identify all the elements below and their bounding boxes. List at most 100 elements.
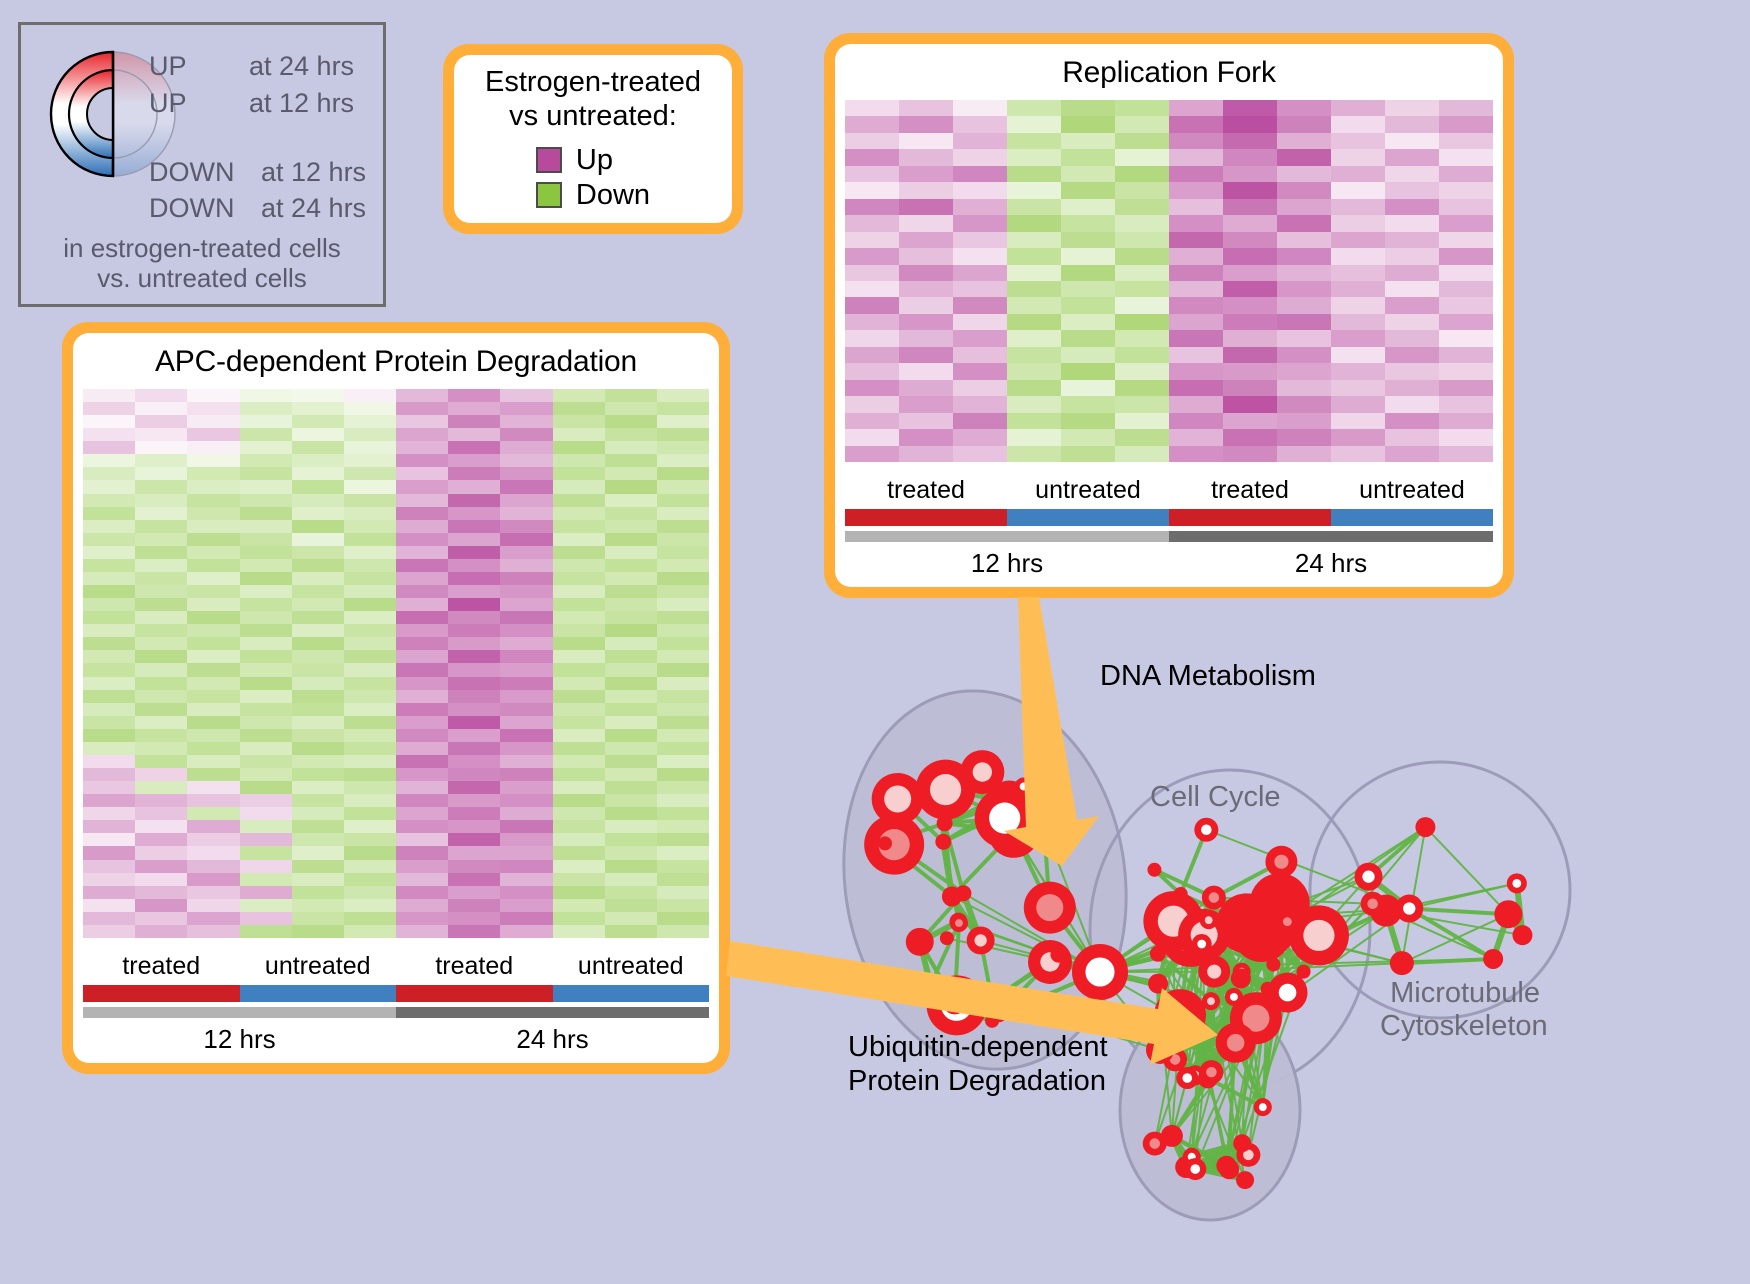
heatmap-cell <box>605 454 657 467</box>
heatmap-cell <box>605 546 657 559</box>
heatmap-cell <box>448 794 500 807</box>
network-node-core <box>927 981 935 989</box>
network-node-core <box>1227 1034 1245 1052</box>
heatmap-cell <box>1331 446 1385 462</box>
heatmap-cell <box>845 281 899 297</box>
network-node[interactable] <box>1512 925 1532 945</box>
network-node[interactable] <box>878 836 892 850</box>
heatmap-cell <box>344 781 396 794</box>
heatmap-cell <box>1007 330 1061 346</box>
network-node-core <box>884 785 911 812</box>
network-node[interactable] <box>906 928 934 956</box>
heatmap-cell <box>344 637 396 650</box>
heatmap-cell <box>605 873 657 886</box>
heatmap-cell <box>1223 100 1277 116</box>
heatmap-cell <box>553 624 605 637</box>
heatmap-cell <box>240 415 292 428</box>
heatmap-cell <box>83 781 135 794</box>
heatmap-cell <box>899 396 953 412</box>
heatmap-cell <box>396 494 448 507</box>
heatmap-cell <box>448 912 500 925</box>
network-node[interactable] <box>1148 974 1168 994</box>
heatmap-cell <box>500 873 552 886</box>
network-node[interactable] <box>1415 817 1435 837</box>
network-node[interactable] <box>937 815 953 831</box>
heatmap-cell <box>1439 116 1493 132</box>
heatmap-cell <box>845 347 899 363</box>
network-node[interactable] <box>1483 949 1503 969</box>
network-node[interactable] <box>1216 1156 1236 1176</box>
network-node-core <box>949 997 960 1008</box>
heatmap-cell <box>1331 166 1385 182</box>
network-node[interactable] <box>1050 947 1066 963</box>
network-node[interactable] <box>1233 1134 1251 1152</box>
heatmap-cell <box>83 716 135 729</box>
heatmap-cell <box>1061 133 1115 149</box>
heatmap-cell <box>1007 166 1061 182</box>
heatmap-cell <box>240 637 292 650</box>
network-node[interactable] <box>1147 863 1161 877</box>
heatmap-cell <box>605 494 657 507</box>
heatmap-cell <box>448 729 500 742</box>
heatmap-cell <box>1223 248 1277 264</box>
network-node[interactable] <box>1232 902 1292 962</box>
heatmap-cell <box>448 781 500 794</box>
heatmap-cell <box>187 441 239 454</box>
network-node[interactable] <box>985 1014 999 1028</box>
heatmap-cell <box>448 611 500 624</box>
heatmap-cell <box>657 585 709 598</box>
heatmap-cell <box>605 624 657 637</box>
heatmap-cell <box>899 100 953 116</box>
heatmap-cell <box>396 611 448 624</box>
heatmap-cell <box>657 598 709 611</box>
network-node[interactable] <box>1231 968 1251 988</box>
heatmap-cell <box>500 611 552 624</box>
network-node[interactable] <box>1494 900 1522 928</box>
heatmap-cell <box>344 402 396 415</box>
heatmap-cell <box>1169 380 1223 396</box>
heatmap-cell <box>292 494 344 507</box>
network-node[interactable] <box>955 885 971 901</box>
heatmap-cell <box>396 846 448 859</box>
heatmap-cell <box>953 182 1007 198</box>
heatmap-cell <box>135 428 187 441</box>
heatmap-cell <box>448 820 500 833</box>
heatmap-cell <box>344 833 396 846</box>
heatmap-cell <box>396 755 448 768</box>
heatmap-cell <box>1061 116 1115 132</box>
heatmap-cell <box>605 833 657 846</box>
network-node[interactable] <box>940 931 954 945</box>
heatmap-cell <box>187 781 239 794</box>
heatmap-cell <box>845 149 899 165</box>
heatmap-cell <box>1439 232 1493 248</box>
heatmap-cell <box>448 507 500 520</box>
heatmap-cell <box>187 690 239 703</box>
heatmap-cell <box>1115 149 1169 165</box>
heatmap-cell <box>240 873 292 886</box>
network-node[interactable] <box>1154 989 1206 1041</box>
heatmap-cell <box>500 598 552 611</box>
heatmap-cell <box>657 572 709 585</box>
heatmap-cell <box>448 546 500 559</box>
network-node[interactable] <box>935 834 951 850</box>
heatmap-cell <box>845 429 899 445</box>
heatmap-cell <box>448 402 500 415</box>
heatmap-cell <box>953 116 1007 132</box>
network-node[interactable] <box>1236 1171 1254 1189</box>
heatmap-cell <box>292 716 344 729</box>
heatmap-cell <box>1385 182 1439 198</box>
heatmap-cell <box>1223 149 1277 165</box>
network-node-core <box>1149 1138 1160 1149</box>
heatmap-cell <box>344 546 396 559</box>
network-node-core <box>1230 993 1238 1001</box>
network-node[interactable] <box>1390 951 1414 975</box>
heatmap-cell <box>953 199 1007 215</box>
heatmap-cell <box>396 441 448 454</box>
network-node[interactable] <box>1297 965 1311 979</box>
heatmap-cell <box>292 533 344 546</box>
heatmap-cell <box>448 768 500 781</box>
heatmap-cell <box>953 100 1007 116</box>
heatmap-cell <box>240 925 292 938</box>
network-node-core <box>987 995 998 1006</box>
heatmap-cell <box>187 742 239 755</box>
